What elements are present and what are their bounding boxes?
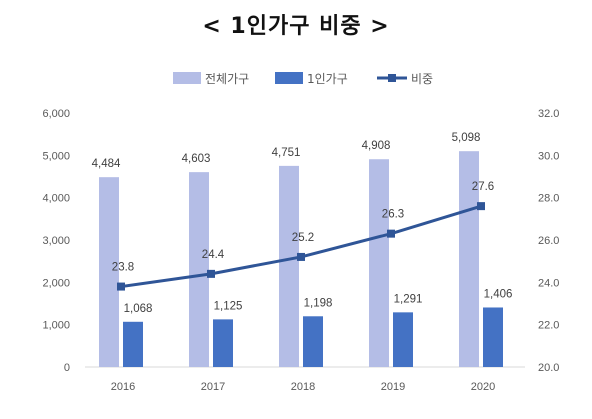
total-households-bar [279, 165, 299, 367]
ratio-data-label: 24.4 [202, 249, 225, 261]
total-households-data-label: 5,098 [452, 132, 481, 144]
y-right-tick-label: 30.0 [538, 150, 559, 162]
single-households-data-label: 1,125 [214, 300, 243, 312]
ratio-marker [207, 269, 215, 278]
legend-label: 비중 [411, 72, 433, 86]
y-right-tick-label: 26.0 [538, 235, 559, 247]
total-households-data-label: 4,751 [272, 147, 301, 159]
x-tick-label: 2017 [201, 381, 225, 393]
right-axis: 20.0 22.0 24.0 26.0 28.0 30.0 32.0 [538, 108, 559, 374]
total-households-bar [189, 172, 209, 367]
single-households-bar [213, 319, 233, 367]
legend-label: 전체가구 [205, 72, 249, 86]
total-households-bar [99, 177, 119, 367]
ratio-line-path [120, 204, 482, 289]
y-right-tick-label: 28.0 [538, 193, 559, 205]
x-tick-label: 2016 [111, 381, 135, 393]
ratio-marker [477, 202, 485, 211]
y-right-tick-label: 32.0 [538, 108, 559, 120]
ratio-line [117, 202, 485, 291]
x-tick-label: 2018 [291, 381, 315, 393]
single-households-bar [123, 321, 143, 367]
ratio-data-label: 26.3 [382, 209, 404, 221]
data-labels: 4,484 1,068 4,603 1,125 4,751 1,198 4,908 1,291… [92, 132, 513, 315]
y-left-tick-label: 1,000 [42, 320, 70, 332]
single-households-bar [393, 312, 413, 367]
total-households-bar [459, 151, 479, 367]
legend: 전체가구 1인가구 비중 [173, 72, 433, 86]
ratio-marker [117, 282, 125, 291]
chart-title: < 1인가구 비중 > [202, 14, 390, 39]
y-left-tick-label: 3,000 [42, 235, 70, 247]
y-right-tick-label: 20.0 [538, 362, 559, 374]
ratio-data-label: 23.8 [112, 262, 134, 274]
total-households-data-label: 4,484 [92, 158, 121, 170]
total-households-data-label: 4,908 [362, 140, 391, 152]
ratio-data-label: 25.2 [292, 232, 314, 244]
legend-label: 1인가구 [307, 72, 348, 86]
single-households-data-label: 1,291 [394, 293, 423, 305]
y-right-tick-label: 22.0 [538, 320, 559, 332]
x-tick-label: 2020 [471, 381, 495, 393]
y-left-tick-label: 4,000 [42, 193, 70, 205]
total-households-bar [369, 159, 389, 367]
bars [99, 151, 503, 367]
ratio-marker [387, 229, 395, 238]
single-households-data-label: 1,198 [304, 297, 333, 309]
y-left-tick-label: 5,000 [42, 150, 70, 162]
legend-swatch [173, 72, 201, 84]
y-left-tick-label: 2,000 [42, 277, 70, 289]
legend-swatch [275, 72, 303, 84]
left-axis: 0 1,000 2,000 3,000 4,000 5,000 6,000 [42, 108, 70, 374]
y-right-tick-label: 24.0 [538, 277, 559, 289]
legend-marker [388, 74, 396, 82]
x-axis: 2016 2017 2018 2019 2020 [85, 366, 525, 393]
single-households-data-label: 1,068 [124, 303, 153, 315]
ratio-marker [297, 252, 305, 261]
y-left-tick-label: 6,000 [42, 108, 70, 120]
y-left-tick-label: 0 [64, 362, 70, 374]
single-households-bar [303, 316, 323, 367]
single-households-data-label: 1,406 [484, 288, 513, 300]
single-households-bar [483, 307, 503, 367]
x-tick-label: 2019 [381, 381, 405, 393]
ratio-data-label: 27.6 [472, 181, 494, 193]
total-households-data-label: 4,603 [182, 153, 211, 165]
